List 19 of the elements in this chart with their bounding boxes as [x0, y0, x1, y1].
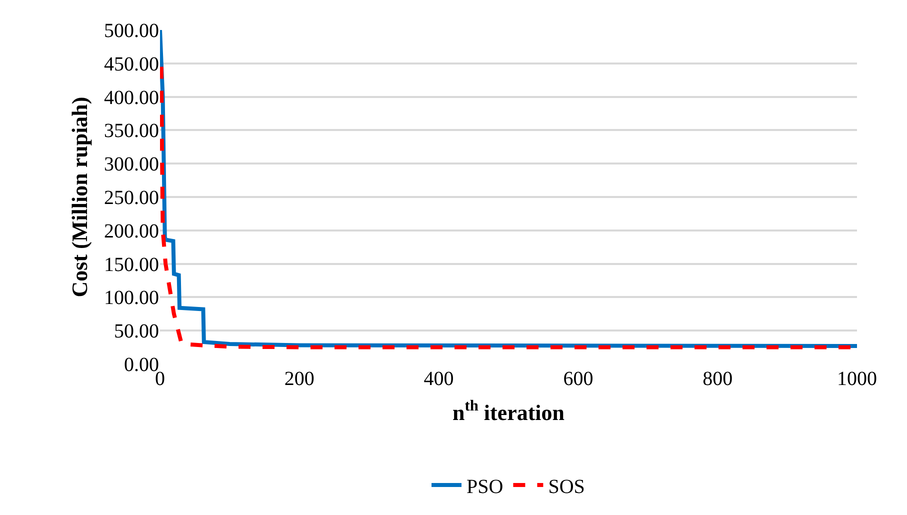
y-axis-title: Cost (Million rupiah)	[66, 96, 92, 298]
x-tick-label: 600	[563, 368, 594, 390]
y-tick-label: 500.00	[104, 20, 159, 42]
y-tick-label: 100.00	[104, 287, 159, 310]
x-tick-label: 800	[702, 368, 733, 390]
x-axis-title: n$^{th}$ iteration	[452, 398, 565, 425]
y-tick-label: 200.00	[104, 220, 159, 242]
y-tick-label: 300.00	[104, 154, 159, 176]
x-tick-label: 1000	[837, 368, 877, 390]
y-tick-label: 150.00	[104, 254, 159, 276]
y-tick-label: 400.00	[104, 86, 159, 109]
x-tick-label: 200	[284, 368, 314, 390]
legend-label: SOS	[548, 476, 585, 498]
y-tick-label: 250.00	[104, 187, 159, 209]
legend-label: PSO	[466, 476, 504, 498]
x-tick-label: 400	[424, 368, 454, 390]
y-tick-label: 50.00	[114, 320, 159, 343]
y-tick-label: 450.00	[104, 53, 159, 76]
y-tick-label: 350.00	[104, 120, 159, 142]
